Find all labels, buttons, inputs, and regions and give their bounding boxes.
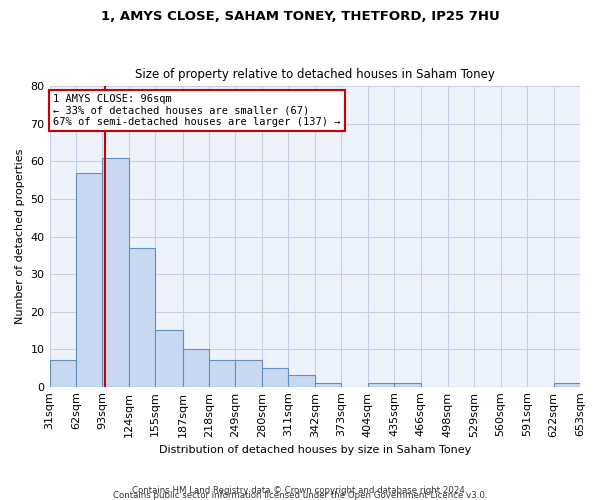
Bar [315,383,341,386]
Bar [209,360,235,386]
Bar [289,376,315,386]
X-axis label: Distribution of detached houses by size in Saham Toney: Distribution of detached houses by size … [158,445,471,455]
Y-axis label: Number of detached properties: Number of detached properties [15,149,25,324]
Bar [155,330,182,386]
Bar [368,383,394,386]
Bar [182,349,209,387]
Text: Contains HM Land Registry data © Crown copyright and database right 2024.: Contains HM Land Registry data © Crown c… [132,486,468,495]
Bar [129,248,155,386]
Bar [554,383,580,386]
Bar [76,172,103,386]
Bar [235,360,262,386]
Bar [262,368,289,386]
Bar [394,383,421,386]
Text: Contains public sector information licensed under the Open Government Licence v3: Contains public sector information licen… [113,491,487,500]
Bar [50,360,76,386]
Bar [103,158,129,386]
Title: Size of property relative to detached houses in Saham Toney: Size of property relative to detached ho… [135,68,495,81]
Text: 1 AMYS CLOSE: 96sqm
← 33% of detached houses are smaller (67)
67% of semi-detach: 1 AMYS CLOSE: 96sqm ← 33% of detached ho… [53,94,340,127]
Text: 1, AMYS CLOSE, SAHAM TONEY, THETFORD, IP25 7HU: 1, AMYS CLOSE, SAHAM TONEY, THETFORD, IP… [101,10,499,23]
